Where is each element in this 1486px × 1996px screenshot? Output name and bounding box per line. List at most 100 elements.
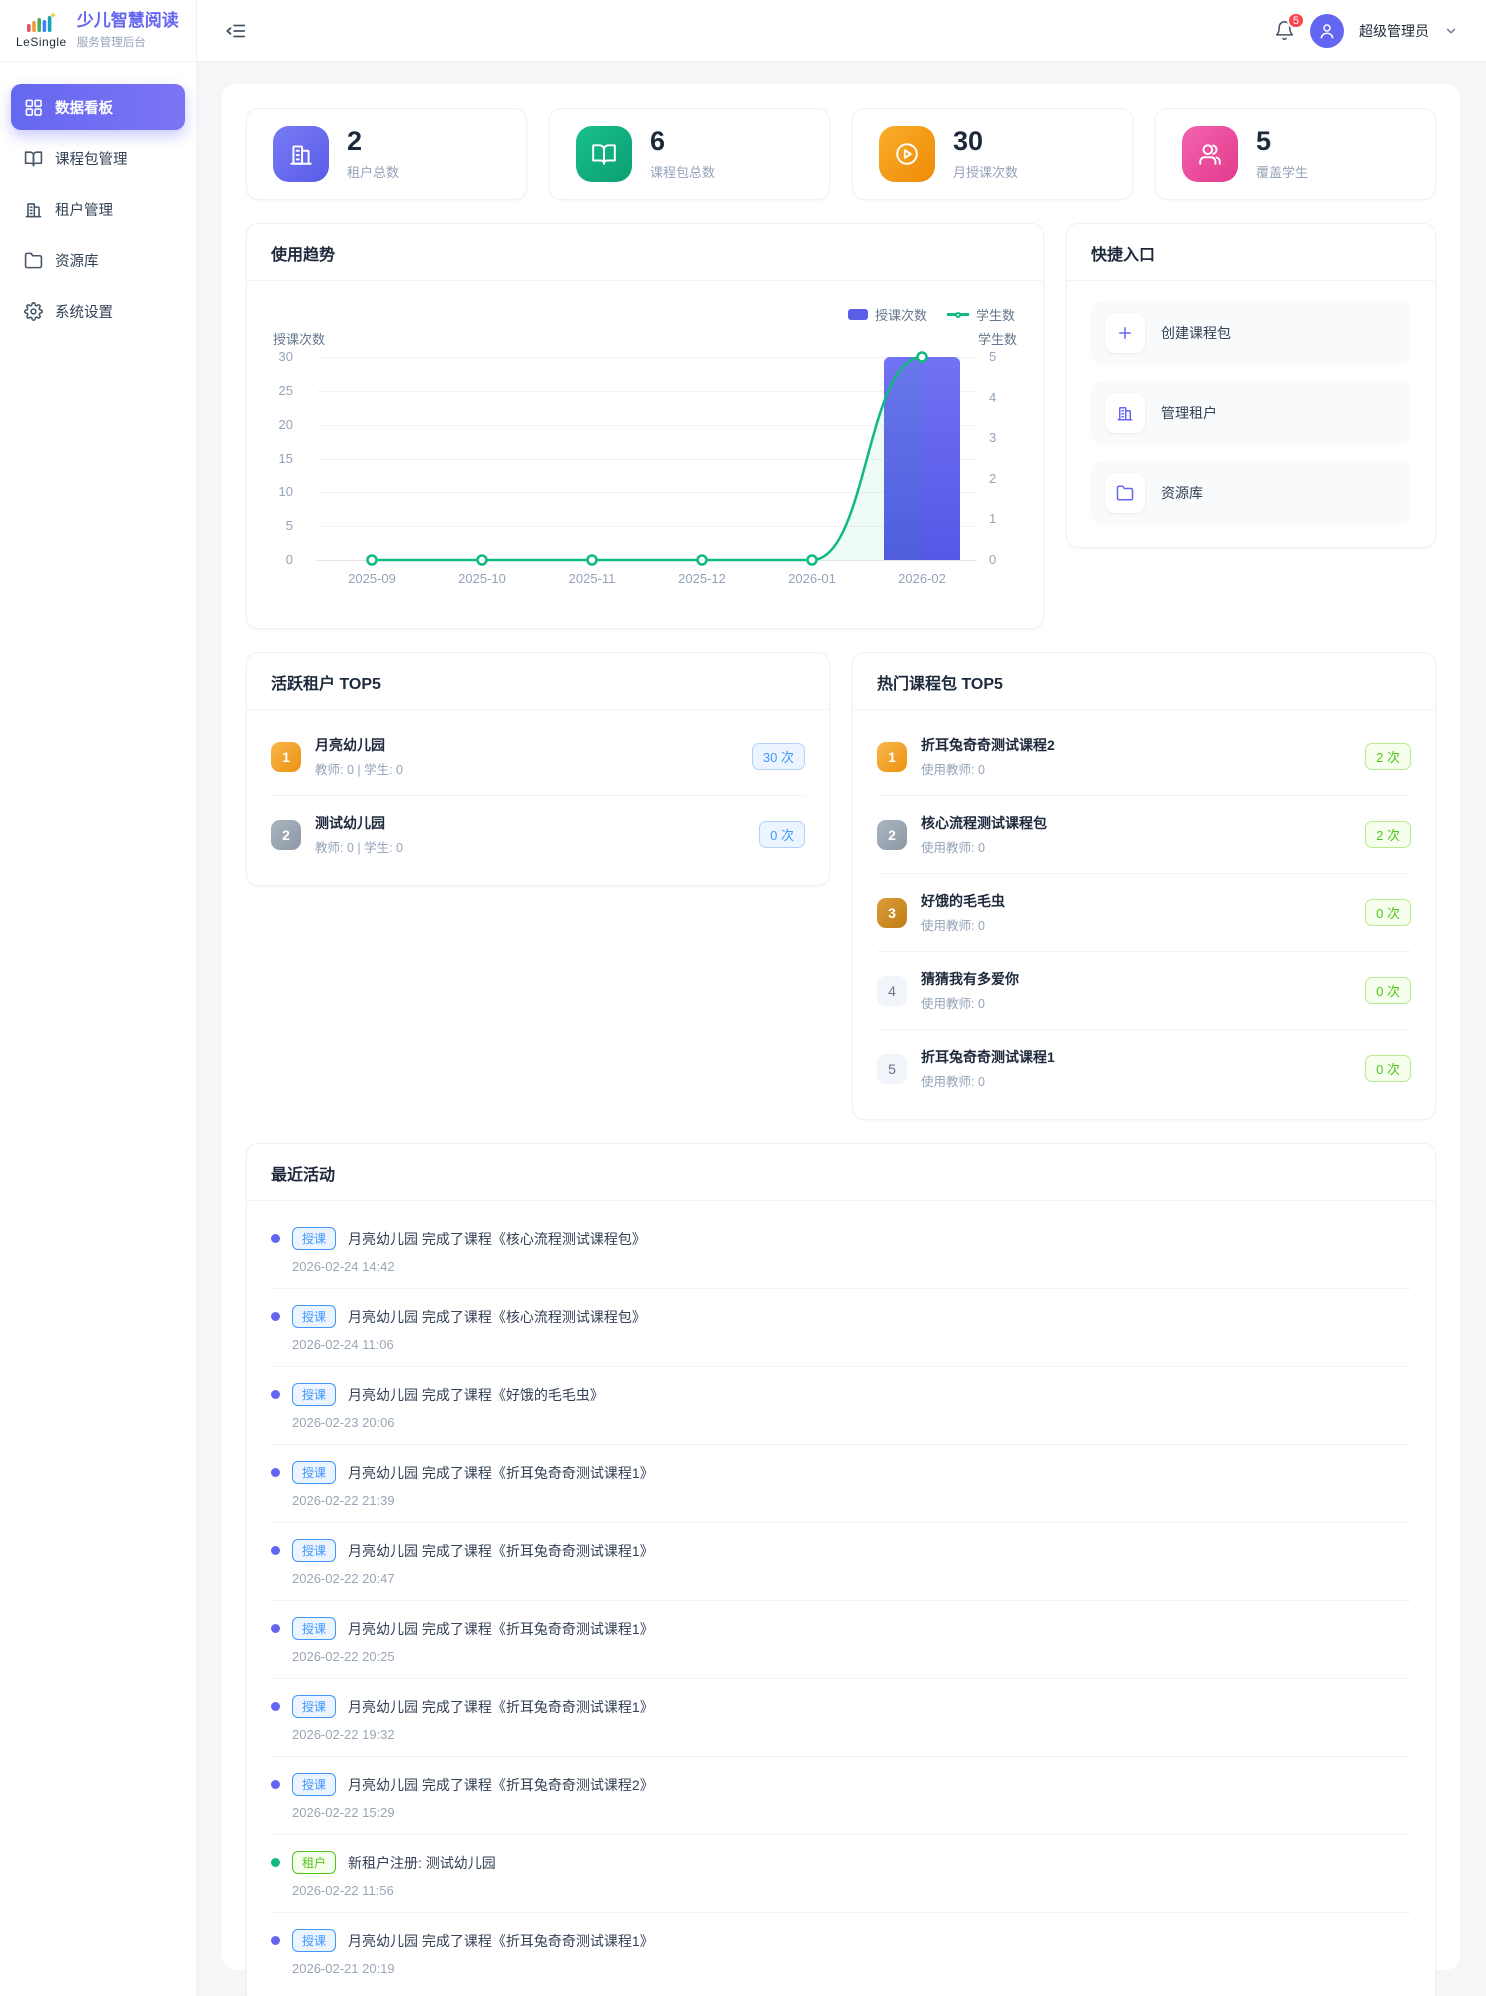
sidebar-item-label: 课程包管理 <box>55 151 128 168</box>
activity-type-badge: 授课 <box>292 1383 337 1406</box>
activity-text: 月亮幼儿园 完成了课程《折耳兔奇奇测试课程1》 <box>348 1698 654 1715</box>
main-content: 2 租户总数 6 课程包总数 <box>197 62 1486 1996</box>
activity-time: 2026-02-22 19:32 <box>292 1727 395 1742</box>
package-sub: 使用教师: 0 <box>921 1075 985 1089</box>
brand-logo: LeSingle 少儿智慧阅读 服务管理后台 <box>0 0 197 61</box>
count-badge: 30 次 <box>751 743 805 770</box>
activity-item: 授课 月亮幼儿园 完成了课程《折耳兔奇奇测试课程1》 2026-02-21 20… <box>271 1912 1411 1990</box>
activity-time: 2026-02-22 11:56 <box>292 1883 394 1898</box>
quick-entry-title: 快捷入口 <box>1067 224 1435 281</box>
folder-icon <box>1105 473 1145 513</box>
count-badge: 0 次 <box>759 821 805 848</box>
activity-type-badge: 授课 <box>292 1773 337 1796</box>
stat-label: 覆盖学生 <box>1256 164 1309 180</box>
stat-card-students: 5 覆盖学生 <box>1155 108 1436 200</box>
stat-card-packages: 6 课程包总数 <box>549 108 830 200</box>
app-subtitle: 服务管理后台 <box>76 36 146 49</box>
recent-activity-card: 最近活动 授课 月亮幼儿园 完成了课程《核心流程测试课程包》 2026-02-2… <box>246 1143 1436 1996</box>
quick-item-manage-tenants[interactable]: 管理租户 <box>1091 381 1411 445</box>
quick-item-resources[interactable]: 资源库 <box>1091 461 1411 525</box>
book-open-icon <box>24 149 43 168</box>
logo-bars-icon: LeSingle <box>16 12 67 49</box>
activity-dot <box>271 1858 280 1867</box>
trend-left-ticks: 30 25 20 15 10 5 0 <box>278 349 293 567</box>
activity-time: 2026-02-22 21:39 <box>292 1493 395 1508</box>
trend-x-labels: 2025-09 2025-10 2025-11 2025-12 2026-01 2026-… <box>348 571 946 586</box>
activity-type-badge: 授课 <box>292 1929 337 1952</box>
building-icon <box>1105 393 1145 433</box>
sidebar-item-resources[interactable]: 资源库 <box>11 237 185 283</box>
count-badge: 2 次 <box>1365 743 1411 770</box>
chevron-down-icon[interactable] <box>1444 24 1458 38</box>
bell-icon[interactable]: 5 <box>1274 12 1305 41</box>
activity-type-badge: 授课 <box>292 1539 337 1562</box>
tenant-name: 月亮幼儿园 <box>315 737 385 753</box>
activity-text: 月亮幼儿园 完成了课程《核心流程测试课程包》 <box>348 1308 646 1325</box>
activity-item: 授课 月亮幼儿园 完成了课程《好饿的毛毛虫》 2026-02-23 20:06 <box>271 1366 1411 1444</box>
package-name: 好饿的毛毛虫 <box>921 893 1005 909</box>
tenant-rank-item: 1 月亮幼儿园 教师: 0 | 学生: 0 30 次 <box>271 718 805 795</box>
stat-value: 5 <box>1256 126 1272 157</box>
activity-type-badge: 授课 <box>292 1461 337 1484</box>
activity-text: 月亮幼儿园 完成了课程《折耳兔奇奇测试课程1》 <box>348 1620 654 1637</box>
sidebar-item-label: 资源库 <box>55 253 99 270</box>
rank-badge: 1 <box>877 741 907 772</box>
stat-value: 30 <box>953 126 984 157</box>
package-rank-item: 2 核心流程测试课程包 使用教师: 0 2 次 <box>877 795 1411 873</box>
package-sub: 使用教师: 0 <box>921 997 985 1011</box>
activity-item: 授课 月亮幼儿园 完成了课程《折耳兔奇奇测试课程1》 2026-02-22 20… <box>271 1522 1411 1600</box>
activity-time: 2026-02-24 11:06 <box>292 1337 394 1352</box>
package-name: 折耳兔奇奇测试课程1 <box>921 1049 1055 1065</box>
avatar[interactable] <box>1310 13 1344 48</box>
activity-text: 月亮幼儿园 完成了课程《折耳兔奇奇测试课程1》 <box>348 1542 654 1559</box>
active-tenants-card: 活跃租户 TOP5 1 月亮幼儿园 教师: 0 | 学生: 0 30 次 2 <box>246 652 830 886</box>
hot-packages-title: 热门课程包 TOP5 <box>853 653 1435 710</box>
package-rank-item: 3 好饿的毛毛虫 使用教师: 0 0 次 <box>877 873 1411 951</box>
sidebar-item-settings[interactable]: 系统设置 <box>11 288 185 334</box>
legend-item-students[interactable]: 学生数 <box>946 305 1015 324</box>
quick-item-create-package[interactable]: 创建课程包 <box>1091 301 1411 365</box>
sidebar-item-dashboard[interactable]: 数据看板 <box>11 84 185 130</box>
stat-label: 月授课次数 <box>953 164 1019 180</box>
activity-dot <box>271 1936 280 1945</box>
sidebar-item-label: 系统设置 <box>55 304 113 321</box>
user-name[interactable]: 超级管理员 <box>1359 22 1429 39</box>
activity-item: 授课 月亮幼儿园 完成了课程《折耳兔奇奇测试课程1》 2026-02-22 19… <box>271 1678 1411 1756</box>
rank-badge: 2 <box>271 819 301 850</box>
collapse-sidebar-icon[interactable] <box>221 16 251 46</box>
right-axis-title: 学生数 <box>977 332 1017 347</box>
activity-dot <box>271 1702 280 1711</box>
plus-icon <box>1105 313 1145 353</box>
legend-item-lessons[interactable]: 授课次数 <box>847 305 927 324</box>
activity-time: 2026-02-23 20:06 <box>292 1415 395 1430</box>
activity-dot <box>271 1468 280 1477</box>
tenant-sub: 教师: 0 | 学生: 0 <box>315 763 403 777</box>
active-tenants-title: 活跃租户 TOP5 <box>247 653 829 710</box>
sidebar-item-course-packages[interactable]: 课程包管理 <box>11 135 185 181</box>
sidebar-item-label: 数据看板 <box>55 100 113 117</box>
activity-item: 授课 月亮幼儿园 完成了课程《核心流程测试课程包》 2026-02-24 11:… <box>271 1288 1411 1366</box>
activity-text: 月亮幼儿园 完成了课程《好饿的毛毛虫》 <box>348 1386 604 1403</box>
stat-value: 2 <box>347 126 363 157</box>
activity-time: 2026-02-22 20:25 <box>292 1649 395 1664</box>
stat-card-monthly-lessons: 30 月授课次数 <box>852 108 1133 200</box>
package-name: 猜猜我有多爱你 <box>921 971 1019 987</box>
activity-item: 租户 新租户注册: 测试幼儿园 2026-02-22 11:56 <box>271 1834 1411 1912</box>
rank-badge: 2 <box>877 819 907 850</box>
activity-time: 2026-02-22 20:47 <box>292 1571 395 1586</box>
sidebar-item-tenants[interactable]: 租户管理 <box>11 186 185 232</box>
activity-text: 新租户注册: 测试幼儿园 <box>348 1854 496 1871</box>
activity-dot <box>271 1390 280 1399</box>
activity-type-badge: 授课 <box>292 1617 337 1640</box>
gear-icon <box>24 301 43 321</box>
count-badge: 0 次 <box>1365 899 1411 926</box>
rank-badge: 3 <box>877 897 907 928</box>
activity-dot <box>271 1312 280 1321</box>
package-name: 核心流程测试课程包 <box>921 815 1047 831</box>
activity-type-badge: 授课 <box>292 1227 337 1250</box>
activity-item: 授课 月亮幼儿园 完成了课程《折耳兔奇奇测试课程1》 2026-02-22 21… <box>271 1444 1411 1522</box>
activity-time: 2026-02-22 15:29 <box>292 1805 395 1820</box>
